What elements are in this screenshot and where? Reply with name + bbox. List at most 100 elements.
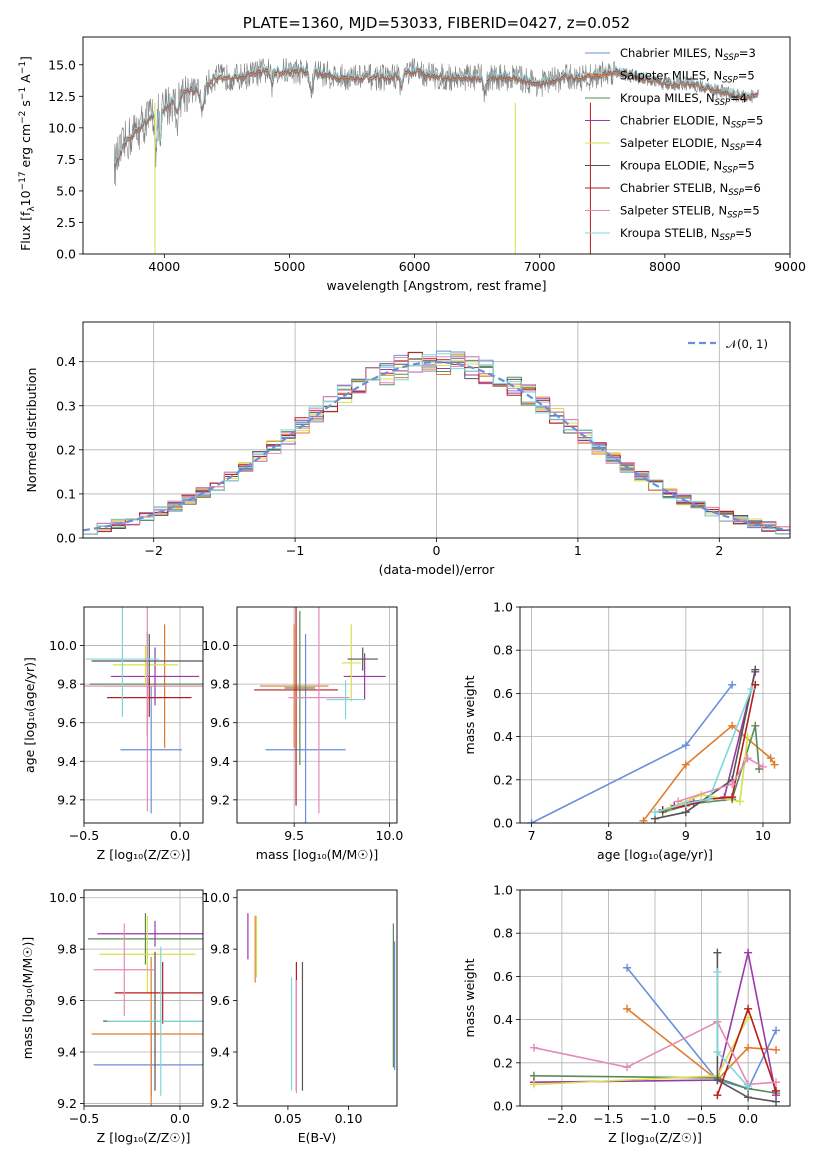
grid-lines <box>83 890 203 1106</box>
data-point-marker <box>743 754 752 763</box>
x-tick-label: 0.0 <box>170 828 190 843</box>
y-tick-label: 0.0 <box>56 247 76 262</box>
x-axis-label: Z [log₁₀(Z/Z☉)] <box>97 847 191 862</box>
mass-weight-series <box>716 952 777 1103</box>
legend-entry: Salpeter ELODIE, NSSP=4 <box>620 136 762 153</box>
x-axis-label: Z [log₁₀(Z/Z☉)] <box>97 1130 191 1145</box>
errorbar-point <box>91 956 203 1106</box>
data-point-marker <box>639 816 648 823</box>
mass-weight-series <box>654 688 753 813</box>
data-point-marker <box>770 760 779 769</box>
data-point-marker <box>728 680 737 689</box>
axes-frame <box>519 606 791 824</box>
data-point-marker <box>623 963 632 972</box>
y-tick-label: 0.6 <box>493 969 513 984</box>
data-point-marker <box>713 1048 722 1056</box>
errorbar-point <box>341 624 361 702</box>
y-tick-label: 2.5 <box>56 215 76 230</box>
x-tick-label: 2 <box>715 543 723 558</box>
errorbar-point <box>85 607 159 717</box>
panel-age_vs_mass: 9.5 10.0 9.2 9.4 9.6 9.8 10.0 mass [log₁₀(M/M☉)… <box>202 606 403 862</box>
y-tick-label: 0.4 <box>56 354 76 369</box>
y-tick-label: 1.0 <box>493 883 513 898</box>
data-point-marker <box>713 968 722 977</box>
x-axis-label: age [log₁₀(age/yr)] <box>597 847 713 862</box>
errorbar-point <box>87 913 203 965</box>
data-point-marker <box>674 797 683 806</box>
y-tick-label: 9.4 <box>210 1045 230 1060</box>
y-tick-label: 9.6 <box>210 993 230 1008</box>
y-tick-label: 9.6 <box>57 993 77 1008</box>
mass-weight-series <box>533 1075 777 1094</box>
x-tick-label: 6000 <box>399 259 431 274</box>
y-tick-label: 15.0 <box>48 57 76 72</box>
grid-lines <box>520 889 790 1107</box>
x-tick-label: 9 <box>682 828 690 843</box>
grid-lines <box>83 607 203 823</box>
data-point-marker <box>529 1080 538 1089</box>
x-tick-label: −0.5 <box>686 1111 716 1126</box>
data-point-marker <box>728 793 737 802</box>
legend-entry: Kroupa STELIB, NSSP=5 <box>620 226 752 243</box>
legend-entry: Chabrier MILES, NSSP=3 <box>620 46 756 63</box>
x-tick-label: 10.0 <box>375 828 403 843</box>
y-tick-label: 9.2 <box>57 1096 77 1111</box>
y-tick-label: 9.2 <box>210 792 230 807</box>
y-tick-label: 9.8 <box>57 942 77 957</box>
data-point-marker <box>772 1045 781 1054</box>
x-tick-label: 9.5 <box>284 828 304 843</box>
legend-entry: Salpeter STELIB, NSSP=5 <box>620 204 760 221</box>
errorbar-point <box>120 686 182 814</box>
data-point-marker <box>623 1004 632 1013</box>
x-axis-label: E(B-V) <box>298 1130 337 1145</box>
y-tick-label: 0.0 <box>493 816 513 831</box>
data-point-marker <box>751 721 760 730</box>
spectrum-model-line <box>113 64 759 165</box>
plot-area <box>254 607 386 823</box>
y-tick-label: 9.6 <box>210 715 230 730</box>
y-tick-label: 0.2 <box>56 442 76 457</box>
data-point-marker <box>713 1091 722 1100</box>
y-tick-label: 10.0 <box>49 638 77 653</box>
errorbar-point <box>84 607 203 812</box>
mass-weight-series <box>533 952 777 1096</box>
data-point-marker <box>759 762 767 771</box>
x-tick-label: 5000 <box>274 259 306 274</box>
plot-area <box>529 948 781 1106</box>
x-tick-label: 8 <box>605 828 613 843</box>
residual-legend: 𝒩(0, 1) <box>688 337 768 351</box>
errorbar-point <box>254 607 338 806</box>
data-point-marker <box>728 721 737 730</box>
data-point-marker <box>751 680 760 689</box>
y-tick-label: 0.0 <box>56 531 76 546</box>
plot-area <box>247 913 396 1094</box>
y-tick-label: 9.4 <box>57 1045 77 1060</box>
x-tick-label: −0.5 <box>69 828 99 843</box>
y-tick-label: 9.8 <box>210 677 230 692</box>
x-tick-label: 0.05 <box>274 1111 302 1126</box>
data-point-marker <box>681 741 690 750</box>
data-point-marker <box>529 1043 538 1052</box>
chart-title: PLATE=1360, MJD=53033, FIBERID=0427, z=0… <box>243 14 630 32</box>
panel-mass_vs_EBV: 0.05 0.10 9.2 9.4 9.6 9.8 10.0 E(B-V) <box>202 889 398 1145</box>
data-point-marker <box>744 1004 753 1013</box>
plot-area <box>527 665 779 823</box>
data-point-marker <box>744 1043 753 1052</box>
errorbar-point <box>347 647 378 671</box>
x-tick-label: 4000 <box>148 259 180 274</box>
errorbar-point <box>288 607 350 814</box>
errorbar-point <box>99 915 196 993</box>
y-axis-label: mass weight <box>462 675 477 754</box>
x-tick-label: 0.0 <box>738 1111 758 1126</box>
y-tick-label: 0.4 <box>493 1012 513 1027</box>
x-tick-label: 0.0 <box>170 1111 190 1126</box>
grid-lines <box>237 607 397 823</box>
y-tick-label: 9.8 <box>57 677 77 692</box>
data-point-marker <box>751 665 760 674</box>
axes-frame <box>83 889 204 1107</box>
data-point-marker <box>623 1063 632 1072</box>
data-point-marker <box>735 797 744 806</box>
legend-entry: Kroupa ELODIE, NSSP=5 <box>620 159 755 176</box>
x-tick-label: −1 <box>286 543 304 558</box>
